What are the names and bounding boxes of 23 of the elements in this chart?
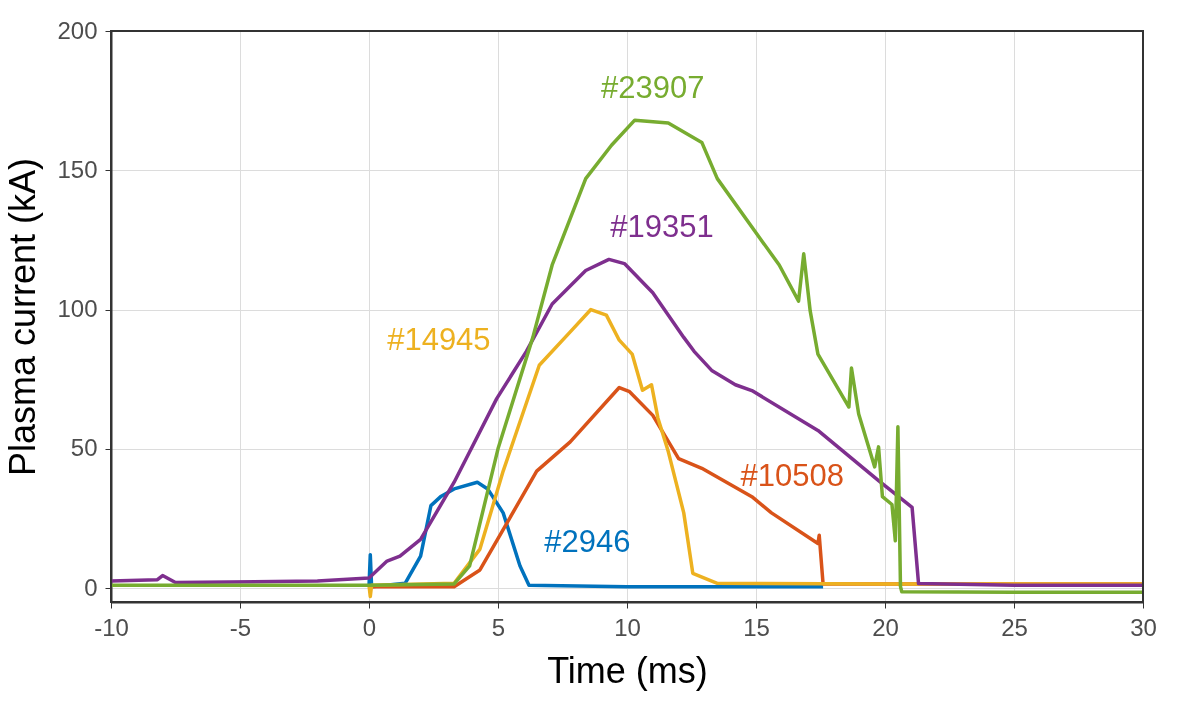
y-tick-label: 50 <box>70 434 98 462</box>
x-tick-label: 20 <box>872 613 899 641</box>
x-tick-label: -10 <box>94 613 129 641</box>
x-tick-label: 30 <box>1130 613 1157 641</box>
series-label: #19351 <box>610 209 714 245</box>
y-axis-title: Plasma current (kA) <box>2 157 44 477</box>
x-tick-label: -5 <box>229 613 252 641</box>
x-tick-label: 0 <box>362 613 377 641</box>
x-tick-label: 15 <box>743 613 770 641</box>
y-tick-label: 150 <box>57 155 98 183</box>
x-tick-label: 25 <box>1001 613 1028 641</box>
y-tick-label: 100 <box>57 295 98 323</box>
x-tick-label: 10 <box>614 613 641 641</box>
series-label: #14945 <box>387 321 491 357</box>
y-tick-label: 0 <box>84 573 98 601</box>
x-tick-label: 5 <box>491 613 506 641</box>
y-tick-label: 200 <box>57 16 98 44</box>
series-label: #2946 <box>544 524 631 560</box>
line-series <box>111 118 1143 594</box>
series-label: #23907 <box>601 70 705 106</box>
series-label: #10508 <box>740 457 844 493</box>
x-axis-title: Time (ms) <box>547 649 708 691</box>
line-series <box>111 257 1143 588</box>
